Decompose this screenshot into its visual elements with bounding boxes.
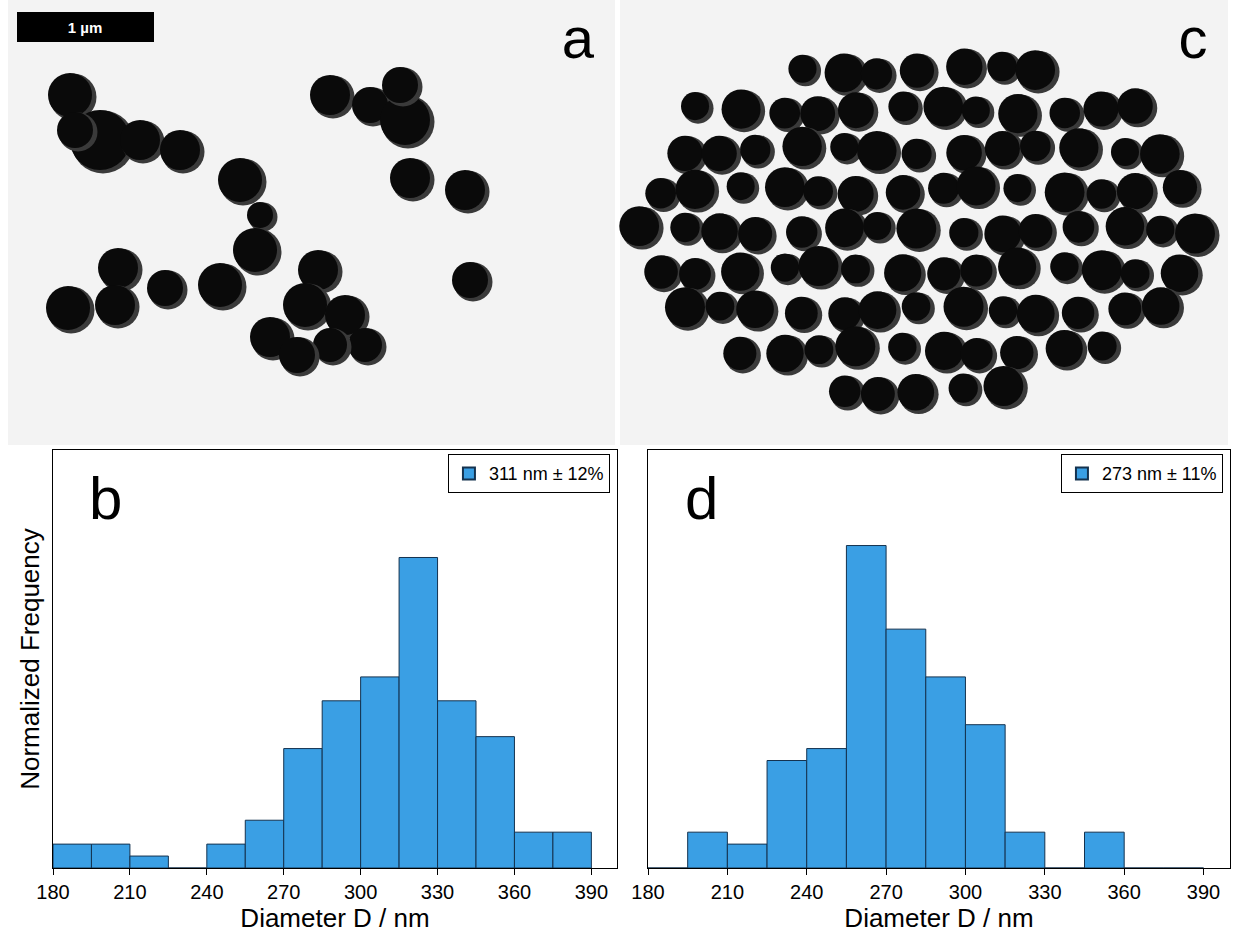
svg-text:Diameter D / nm: Diameter D / nm (844, 903, 1033, 933)
svg-text:360: 360 (498, 881, 531, 903)
svg-text:240: 240 (190, 881, 223, 903)
svg-text:210: 210 (113, 881, 146, 903)
svg-text:b: b (89, 465, 122, 532)
svg-text:1 µm: 1 µm (68, 19, 103, 36)
svg-text:180: 180 (36, 881, 69, 903)
svg-text:a: a (562, 5, 595, 70)
svg-text:360: 360 (1107, 881, 1140, 903)
svg-text:Diameter D / nm: Diameter D / nm (240, 903, 429, 933)
svg-text:210: 210 (711, 881, 744, 903)
svg-text:Normalized Frequency: Normalized Frequency (15, 528, 45, 790)
svg-text:311 nm ± 12%: 311 nm ± 12% (489, 464, 604, 484)
svg-text:c: c (1179, 5, 1208, 70)
svg-text:d: d (685, 465, 718, 532)
svg-text:390: 390 (1187, 881, 1220, 903)
svg-text:180: 180 (631, 881, 664, 903)
svg-text:330: 330 (421, 881, 454, 903)
svg-text:270: 270 (869, 881, 902, 903)
svg-text:270: 270 (267, 881, 300, 903)
svg-text:273 nm ± 11%: 273 nm ± 11% (1102, 464, 1217, 484)
svg-text:240: 240 (790, 881, 823, 903)
svg-text:300: 300 (949, 881, 982, 903)
svg-text:330: 330 (1028, 881, 1061, 903)
svg-text:390: 390 (575, 881, 608, 903)
svg-text:300: 300 (344, 881, 377, 903)
